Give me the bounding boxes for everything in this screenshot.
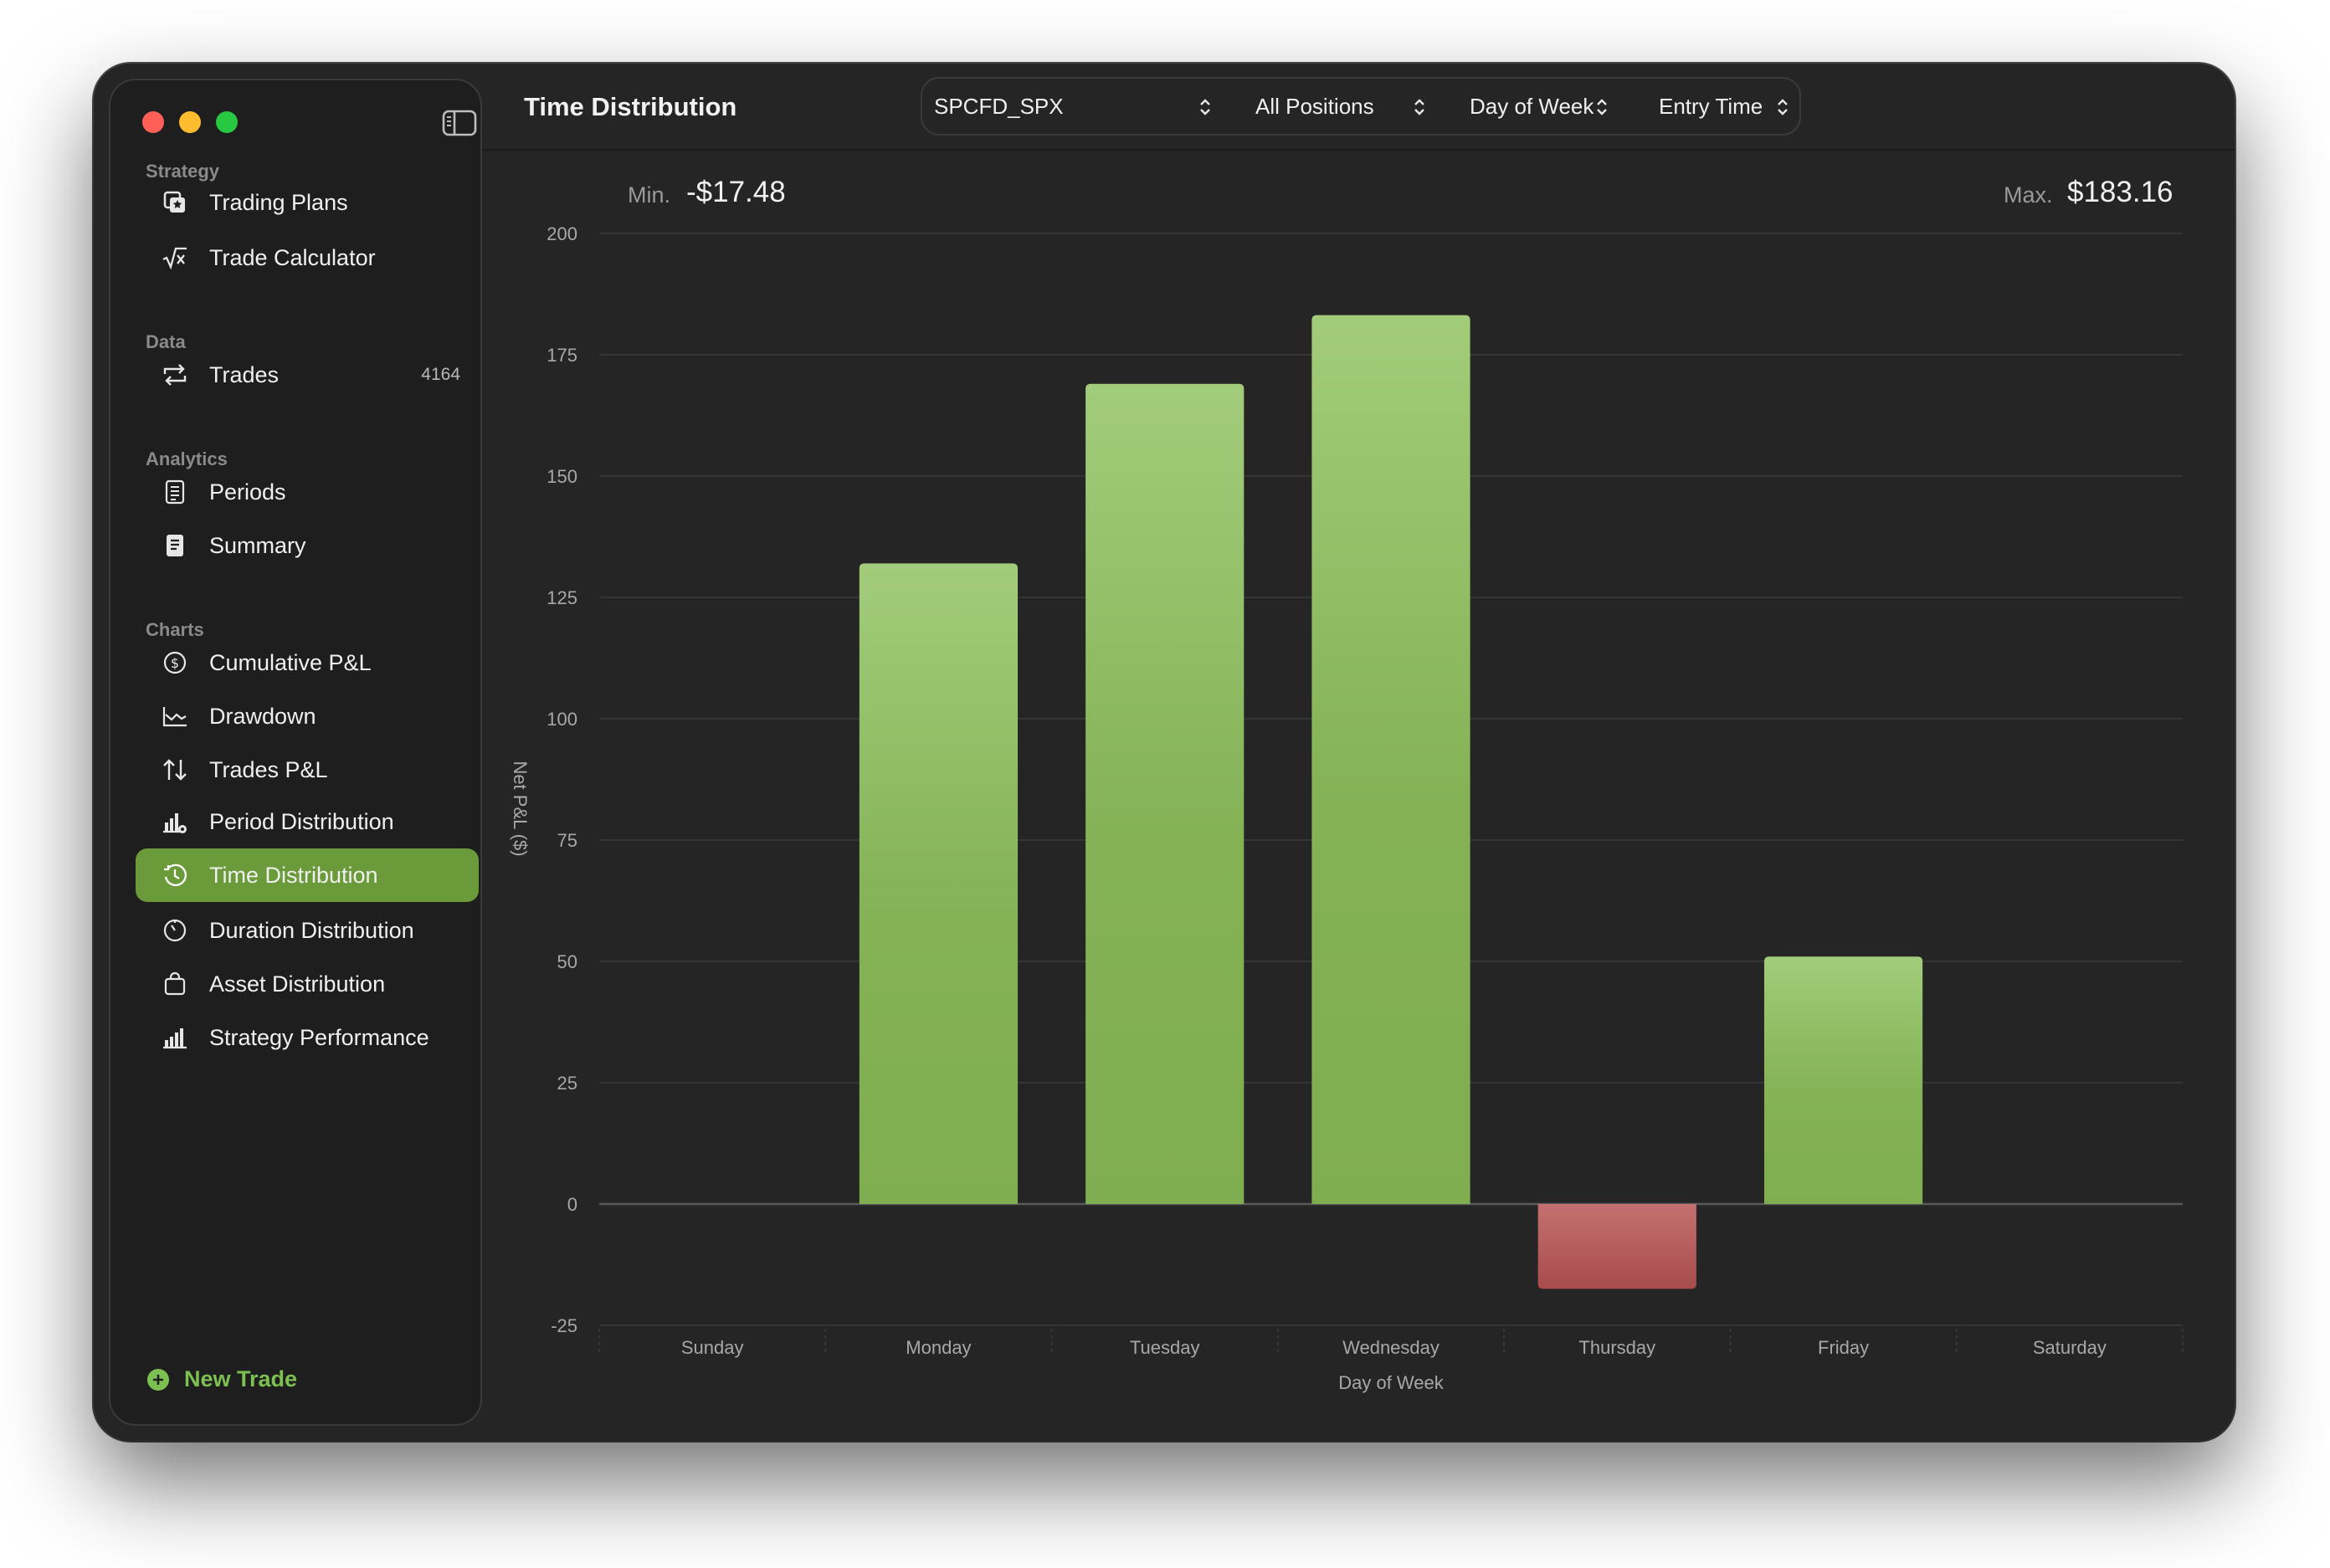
sidebar-item-trades-pnl[interactable]: Trades P&L [136, 743, 479, 797]
symbol-select-value: SPCFD_SPX [934, 93, 1064, 119]
y-tick-label: 200 [547, 223, 577, 244]
chevron-up-down-icon [1414, 99, 1424, 115]
sidebar-item-cumulative-pnl[interactable]: $ Cumulative P&L [136, 636, 479, 689]
filled-document-icon [161, 531, 189, 560]
positions-select-value: All Positions [1255, 93, 1374, 119]
x-tick-label: Saturday [2033, 1337, 2107, 1358]
trading-plans-icon [161, 188, 189, 217]
x-tick-label: Monday [906, 1337, 971, 1358]
page-title: Time Distribution [524, 92, 737, 121]
sidebar-item-drawdown[interactable]: Drawdown [136, 689, 479, 743]
sidebar-item-label: Drawdown [209, 703, 316, 729]
repeat-icon [161, 361, 189, 389]
y-tick-label: 50 [557, 951, 577, 972]
bar-friday [1763, 956, 1923, 1204]
plus-circle-icon [146, 1367, 171, 1392]
positions-select[interactable]: All Positions [1255, 79, 1374, 134]
sidebar-item-label: Asset Distribution [209, 971, 386, 997]
sidebar-item-label: Trade Calculator [209, 244, 376, 270]
group-select[interactable]: Day of Week [1470, 79, 1594, 134]
toolbar: Time Distribution SPCFD_SPX All Position… [482, 64, 2235, 151]
minimize-window-button[interactable] [179, 111, 201, 133]
bar-thursday [1537, 1204, 1696, 1289]
chevron-up-down-icon [1597, 99, 1607, 115]
sidebar-item-label: Periods [209, 479, 286, 505]
sqrt-x-icon [161, 243, 189, 272]
clock-history-icon [161, 861, 189, 889]
sidebar-item-strategy-performance[interactable]: Strategy Performance [136, 1011, 479, 1064]
app-window: Strategy Trading Plans Trade Calculator … [94, 64, 2235, 1441]
x-tick-label: Thursday [1578, 1337, 1655, 1358]
sidebar-item-label: Duration Distribution [209, 917, 414, 943]
trades-count-badge: 4164 [421, 365, 460, 384]
sidebar-item-trades[interactable]: Trades 4164 [136, 348, 479, 402]
y-tick-label: 150 [547, 466, 577, 487]
up-down-arrows-icon [161, 756, 189, 784]
sidebar-item-time-distribution[interactable]: Time Distribution [136, 848, 479, 902]
y-tick-label: -25 [551, 1315, 577, 1336]
y-tick-label: 25 [557, 1073, 577, 1094]
max-label: Max. [2004, 182, 2053, 208]
time-select[interactable]: Entry Time [1659, 79, 1763, 134]
chevron-up-down-icon [1200, 99, 1210, 115]
sidebar-item-label: Trades [209, 361, 280, 387]
symbol-select[interactable]: SPCFD_SPX [934, 79, 1064, 134]
sidebar-item-label: Summary [209, 532, 306, 558]
y-axis-label: Net P&L ($) [510, 761, 531, 856]
new-trade-label: New Trade [184, 1366, 298, 1391]
bag-icon [161, 970, 189, 998]
sidebar-item-label: Trades P&L [209, 756, 328, 782]
sidebar-item-asset-distribution[interactable]: Asset Distribution [136, 957, 479, 1011]
sidebar-toggle-icon[interactable] [442, 109, 477, 137]
sidebar-item-label: Trading Plans [209, 189, 348, 215]
bar-wednesday [1311, 315, 1470, 1204]
y-tick-label: 0 [567, 1194, 577, 1215]
zoom-window-button[interactable] [216, 111, 238, 133]
sidebar-item-label: Time Distribution [209, 862, 378, 888]
drawdown-chart-icon [161, 702, 189, 730]
sidebar-item-label: Period Distribution [209, 808, 394, 834]
svg-text:$: $ [171, 655, 179, 671]
document-icon [161, 478, 189, 506]
x-tick-label: Tuesday [1130, 1337, 1200, 1358]
section-label-analytics: Analytics [146, 448, 228, 469]
chevron-up-down-icon [1778, 99, 1788, 115]
y-tick-label: 75 [557, 830, 577, 851]
time-distribution-chart: 200 175 150 125 100 75 50 25 0 -25 Sunday Monday Tue… [510, 223, 2184, 1393]
group-select-value: Day of Week [1470, 93, 1594, 119]
sidebar: Strategy Trading Plans Trade Calculator … [109, 79, 482, 1426]
bar-tuesday [1085, 383, 1245, 1204]
bar-chart-icon [161, 1023, 189, 1052]
x-tick-label: Friday [1818, 1337, 1869, 1358]
min-value: -$17.48 [686, 176, 786, 208]
max-value: $183.16 [2067, 176, 2173, 208]
bar-chart-gear-icon [161, 807, 189, 836]
dollar-circle-icon: $ [161, 648, 189, 677]
sidebar-item-label: Cumulative P&L [209, 649, 372, 675]
section-label-charts: Charts [146, 619, 204, 640]
min-label: Min. [628, 182, 671, 208]
sidebar-item-trade-calculator[interactable]: Trade Calculator [136, 231, 479, 284]
sidebar-item-period-distribution[interactable]: Period Distribution [136, 795, 479, 848]
timer-icon [161, 916, 189, 945]
y-tick-label: 175 [547, 345, 577, 366]
sidebar-item-periods[interactable]: Periods [136, 465, 479, 519]
sidebar-item-duration-distribution[interactable]: Duration Distribution [136, 904, 479, 957]
section-label-data: Data [146, 331, 186, 352]
x-tick-label: Wednesday [1342, 1337, 1440, 1358]
filter-selectors: SPCFD_SPX All Positions Day of Week Entr… [921, 77, 1801, 136]
x-axis-label: Day of Week [1338, 1372, 1445, 1393]
close-window-button[interactable] [142, 111, 164, 133]
sidebar-item-label: Strategy Performance [209, 1024, 429, 1050]
sidebar-item-trading-plans[interactable]: Trading Plans [136, 176, 479, 229]
new-trade-button[interactable]: New Trade [146, 1366, 297, 1392]
time-select-value: Entry Time [1659, 93, 1763, 119]
sidebar-item-summary[interactable]: Summary [136, 519, 479, 572]
bar-monday [859, 563, 1019, 1204]
section-label-strategy: Strategy [146, 161, 220, 182]
x-tick-label: Sunday [681, 1337, 744, 1358]
y-tick-label: 125 [547, 587, 577, 608]
y-tick-label: 100 [547, 709, 577, 730]
